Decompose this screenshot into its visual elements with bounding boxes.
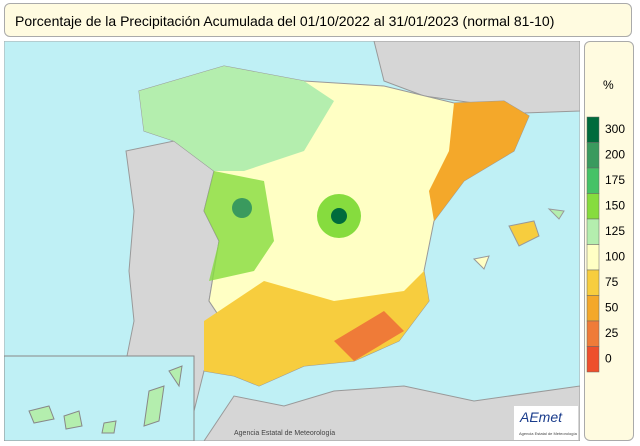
legend: % 300 200 175 150 125 100 75 50 25 0 — [584, 41, 634, 441]
north-wet — [139, 66, 334, 171]
legend-swatch — [586, 167, 600, 194]
east-dry — [429, 101, 529, 221]
legend-label: 0 — [605, 351, 612, 365]
credit: Agencia Estatal de Meteorología — [234, 430, 335, 437]
legend-label: 100 — [605, 249, 625, 263]
canary-inset — [4, 355, 195, 441]
legend-label: 200 — [605, 147, 625, 161]
legend-label: 150 — [605, 198, 625, 212]
legend-swatch — [586, 218, 600, 245]
legend-label: 175 — [605, 173, 625, 187]
balearic — [472, 255, 490, 270]
southeast-dry — [334, 311, 404, 361]
legend-swatch — [586, 269, 600, 296]
legend-label: 300 — [605, 122, 625, 136]
balearic — [547, 208, 565, 220]
africa — [203, 385, 580, 441]
legend-swatch — [586, 116, 600, 143]
legend-swatch — [586, 142, 600, 169]
west-wet — [204, 171, 274, 281]
legend-swatch — [586, 244, 600, 271]
legend-unit: % — [603, 78, 614, 92]
canary-islands — [28, 365, 183, 434]
wet-spot — [331, 208, 347, 224]
legend-label: 50 — [605, 300, 619, 314]
legend-label: 75 — [605, 275, 619, 289]
map-title: Porcentaje de la Precipitación Acumulada… — [4, 3, 632, 37]
south-dry — [204, 271, 429, 386]
balearic — [508, 220, 540, 247]
legend-label: 25 — [605, 326, 619, 340]
wet-spot — [232, 198, 252, 218]
logo-box — [514, 406, 578, 440]
legend-label: 125 — [605, 224, 625, 238]
legend-swatch — [586, 320, 600, 347]
legend-swatch — [586, 193, 600, 220]
logo-subtitle: Agencia Estatal de Meteorología — [519, 431, 578, 436]
legend-swatch — [586, 346, 600, 373]
map: Agencia Estatal de Meteorología AEmet Ag… — [4, 41, 580, 441]
logo: AEmet — [519, 409, 563, 425]
legend-swatch — [586, 295, 600, 322]
